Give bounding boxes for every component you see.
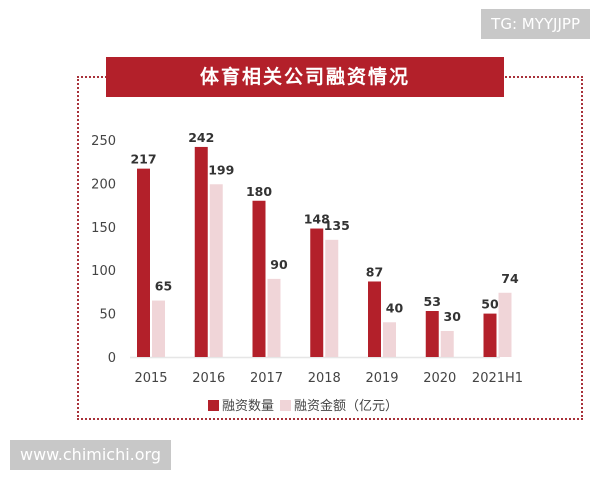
x-tick-label: 2018 [308, 371, 341, 386]
bar-count [252, 200, 266, 357]
x-tick-label: 2021H1 [472, 371, 523, 386]
chart-title: 体育相关公司融资情况 [106, 57, 504, 97]
bar-count [137, 168, 150, 357]
data-label: 148 [304, 212, 330, 227]
bar-amount [267, 278, 281, 357]
y-tick-label: 100 [91, 264, 116, 279]
watermark-top: TG: MYYJJPP [481, 9, 590, 39]
watermark-bottom: www.chimichi.org [10, 440, 171, 470]
x-tick-label: 2017 [250, 371, 283, 386]
data-label: 180 [246, 184, 272, 199]
data-label: 199 [208, 162, 234, 177]
legend-swatch-count [207, 400, 219, 411]
y-tick-label: 250 [91, 134, 116, 149]
bar-amount [498, 292, 512, 357]
x-tick-label: 2019 [365, 371, 398, 386]
y-tick-label: 0 [108, 351, 116, 366]
data-label: 50 [481, 297, 499, 312]
bar-amount [383, 322, 396, 357]
y-tick-label: 200 [91, 177, 116, 192]
data-label: 242 [188, 130, 214, 145]
data-label: 135 [324, 218, 350, 233]
data-label: 74 [501, 271, 519, 286]
y-tick-label: 50 [99, 308, 116, 323]
bar-amount [152, 300, 165, 357]
data-label: 30 [444, 309, 462, 324]
bar-count [310, 228, 324, 357]
legend: 融资数量 融资金额（亿元） [0, 395, 600, 414]
data-label: 90 [270, 257, 288, 272]
bar-count [194, 146, 208, 357]
legend-swatch-amount [280, 400, 291, 411]
data-label: 65 [155, 279, 172, 294]
x-tick-label: 2020 [423, 371, 456, 386]
data-label: 217 [130, 152, 156, 167]
data-label: 87 [366, 264, 383, 279]
data-label: 40 [386, 300, 404, 315]
x-tick-label: 2015 [134, 371, 167, 386]
data-label: 53 [424, 294, 441, 309]
legend-label-count: 融资数量 [221, 399, 274, 414]
legend-label-amount: 融资金额（亿元） [294, 399, 399, 414]
bar-count [425, 310, 439, 357]
bar-count [368, 281, 381, 357]
bar-amount [440, 330, 454, 357]
bar-count [483, 313, 497, 357]
y-tick-label: 150 [91, 221, 116, 236]
x-tick-label: 2016 [192, 371, 225, 386]
bar-amount [325, 239, 339, 357]
bar-amount [209, 184, 223, 357]
